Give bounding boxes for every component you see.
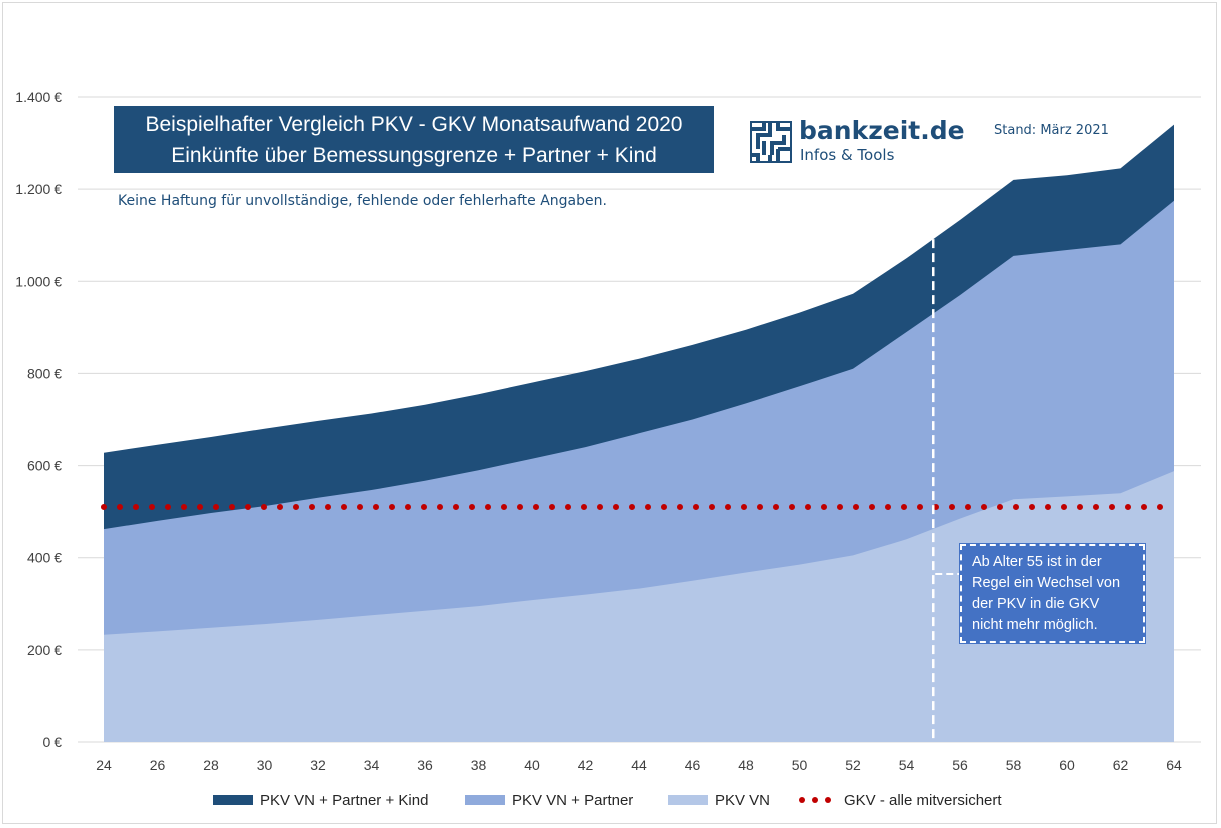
area-pkv-vn <box>104 471 1174 742</box>
x-tick-label: 64 <box>1166 757 1182 773</box>
legend-label-pkv-vn: PKV VN <box>715 792 770 809</box>
stand-date: Stand: März 2021 <box>994 123 1109 138</box>
y-tick-label: 800 € <box>27 365 62 381</box>
x-tick-label: 40 <box>524 757 540 773</box>
annotation-line-1: Ab Alter 55 ist in der <box>972 554 1102 570</box>
brand-tagline: Infos & Tools <box>800 146 895 164</box>
x-tick-label: 32 <box>310 757 326 773</box>
y-tick-label: 600 € <box>27 458 62 474</box>
legend: PKV VN + Partner + Kind PKV VN + Partner P… <box>213 792 1002 809</box>
chart-title-line-1: Beispielhafter Vergleich PKV - GKV Monat… <box>145 113 683 136</box>
x-tick-label: 26 <box>150 757 166 773</box>
annotation-box: Ab Alter 55 ist in der Regel ein Wechsel… <box>959 543 1146 644</box>
x-tick-label: 48 <box>738 757 754 773</box>
legend-label-pkv-vn-partner-kind: PKV VN + Partner + Kind <box>260 792 428 809</box>
x-tick-label: 58 <box>1006 757 1022 773</box>
chart-title: Beispielhafter Vergleich PKV - GKV Monat… <box>114 106 714 173</box>
area-series-group <box>104 124 1174 743</box>
axis-ticks: 0 € 200 € 400 € 600 € 800 € 1.000 € 1.200 € 1.4… <box>15 89 1182 773</box>
x-tick-label: 62 <box>1113 757 1129 773</box>
x-tick-label: 34 <box>364 757 380 773</box>
x-tick-label: 44 <box>631 757 647 773</box>
x-tick-label: 56 <box>952 757 968 773</box>
y-tick-label: 200 € <box>27 642 62 658</box>
legend-swatch-pkv-vn <box>668 795 708 805</box>
legend-swatch-pkv-vn-partner <box>465 795 505 805</box>
chart-title-line-2: Einkünfte über Bemessungsgrenze + Partne… <box>171 144 657 167</box>
x-tick-label: 30 <box>257 757 273 773</box>
age-55-reference <box>932 239 960 742</box>
x-tick-label: 60 <box>1059 757 1075 773</box>
maze-logo-icon <box>750 121 792 163</box>
y-tick-label: 1.400 € <box>15 89 62 105</box>
x-tick-label: 52 <box>845 757 861 773</box>
x-tick-label: 28 <box>203 757 219 773</box>
brand-name: bankzeit.de <box>799 116 965 145</box>
annotation-line-3: der PKV in die GKV <box>972 596 1100 612</box>
annotation-line-4: nicht mehr möglich. <box>972 617 1098 633</box>
legend-swatch-gkv-dot <box>812 797 818 803</box>
x-tick-label: 54 <box>899 757 915 773</box>
legend-swatch-pkv-vn-partner-kind <box>213 795 253 805</box>
x-tick-label: 36 <box>417 757 433 773</box>
legend-label-gkv-alle-mitversichert: GKV - alle mitversichert <box>844 792 1002 809</box>
annotation-line-2: Regel ein Wechsel von <box>972 575 1121 591</box>
y-tick-label: 1.200 € <box>15 181 62 197</box>
y-tick-label: 0 € <box>43 734 63 750</box>
y-tick-label: 1.000 € <box>15 273 62 289</box>
x-tick-label: 46 <box>685 757 701 773</box>
legend-swatch-gkv-dot <box>825 797 831 803</box>
y-tick-label: 400 € <box>27 550 62 566</box>
x-tick-label: 42 <box>578 757 594 773</box>
x-tick-label: 24 <box>96 757 112 773</box>
disclaimer-text: Keine Haftung für unvollständige, fehlen… <box>118 193 607 209</box>
x-tick-label: 38 <box>471 757 487 773</box>
legend-swatch-gkv-dot <box>799 797 805 803</box>
x-tick-label: 50 <box>792 757 808 773</box>
legend-label-pkv-vn-partner: PKV VN + Partner <box>512 792 633 809</box>
